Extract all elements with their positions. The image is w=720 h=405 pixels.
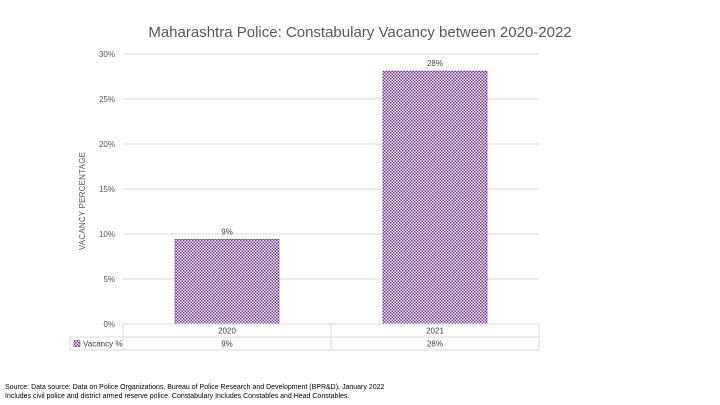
footer-source-line: Source: Data source: Data on Police Orga…	[5, 384, 385, 391]
y-tick-label: 0%	[103, 320, 115, 329]
bar-2021	[382, 70, 488, 325]
legend-series-name: Vacancy %	[83, 340, 122, 349]
y-tick-label: 5%	[103, 275, 115, 284]
y-tick-label: 10%	[99, 230, 115, 239]
y-tick-label: 15%	[99, 185, 115, 194]
y-tick-label: 25%	[99, 95, 115, 104]
y-tick-label: 30%	[99, 50, 115, 59]
legend-key	[73, 340, 81, 347]
footer-note-line: Includes civil police and district armed…	[5, 393, 350, 400]
table-value-2020: 9%	[221, 340, 233, 349]
y-axis-title: VACANCY PERCENTAGE	[78, 152, 87, 250]
x-tick-label: 2021	[426, 327, 444, 336]
data-label-2020: 9%	[221, 227, 233, 236]
bar-2020	[174, 239, 280, 325]
data-label-2021: 28%	[427, 59, 443, 68]
chart-title: Maharashtra Police: Constabulary Vacancy…	[148, 24, 572, 41]
source-footer: Source: Data source: Data on Police Orga…	[5, 383, 384, 401]
y-tick-label: 20%	[99, 140, 115, 149]
x-tick-label: 2020	[218, 327, 236, 336]
table-value-2021: 28%	[427, 340, 443, 349]
